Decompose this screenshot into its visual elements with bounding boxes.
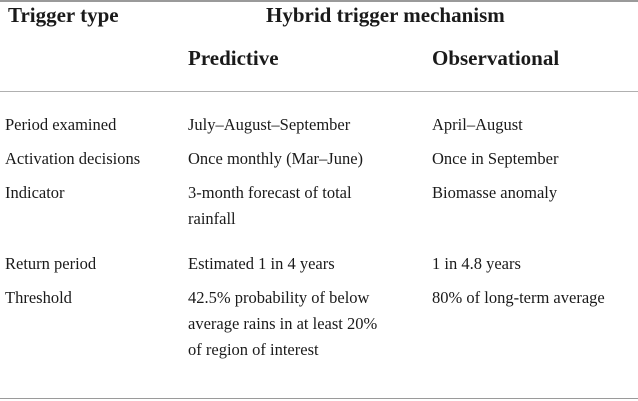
row-label-indicator: Indicator: [5, 183, 65, 202]
header-trigger-type: Trigger type: [8, 3, 119, 27]
cell-observational-activation: Once in September: [432, 146, 558, 172]
cell-observational-return-period: 1 in 4.8 years: [432, 251, 521, 277]
cell-line: rainfall: [188, 209, 236, 228]
row-label-return-period: Return period: [5, 254, 97, 273]
cell-line: 42.5% probability of below: [188, 288, 370, 307]
cell-line: 3-month forecast of total: [188, 183, 352, 202]
cell-observational-indicator: Biomasse anomaly: [432, 180, 557, 206]
cell-line: Biomasse anomaly: [432, 183, 558, 202]
cell-line: average rains in at least 20%: [188, 314, 378, 333]
table-top-rule: [0, 0, 638, 2]
cell-predictive-period: July–August–September: [188, 112, 350, 138]
cell-predictive-threshold: 42.5% probability of below average rains…: [188, 285, 377, 363]
cell-predictive-activation: Once monthly (Mar–June): [188, 146, 363, 172]
header-divider-rule: [0, 91, 638, 92]
cell-line: 1 in 4.8 years: [432, 254, 521, 273]
cell-line: Once monthly (Mar–June): [188, 149, 364, 168]
table-bottom-rule: [0, 398, 638, 399]
row-label-period-examined: Period examined: [5, 115, 117, 134]
cell-observational-threshold: 80% of long-term average: [432, 285, 605, 311]
cell-line: Once in September: [432, 149, 559, 168]
cell-line: of region of interest: [188, 340, 319, 359]
row-label-threshold: Threshold: [5, 288, 72, 307]
cell-line: April–August: [432, 115, 523, 134]
cell-observational-period: April–August: [432, 112, 523, 138]
cell-line: Estimated 1 in 4 years: [188, 254, 335, 273]
header-predictive: Predictive: [188, 46, 279, 70]
cell-predictive-return-period: Estimated 1 in 4 years: [188, 251, 335, 277]
row-label-activation-decisions: Activation decisions: [5, 149, 141, 168]
header-observational: Observational: [432, 46, 560, 70]
cell-line: July–August–September: [188, 115, 351, 134]
cell-line: 80% of long-term average: [432, 288, 605, 307]
cell-predictive-indicator: 3-month forecast of total rainfall: [188, 180, 352, 232]
header-hybrid-trigger-mechanism: Hybrid trigger mechanism: [266, 3, 505, 27]
